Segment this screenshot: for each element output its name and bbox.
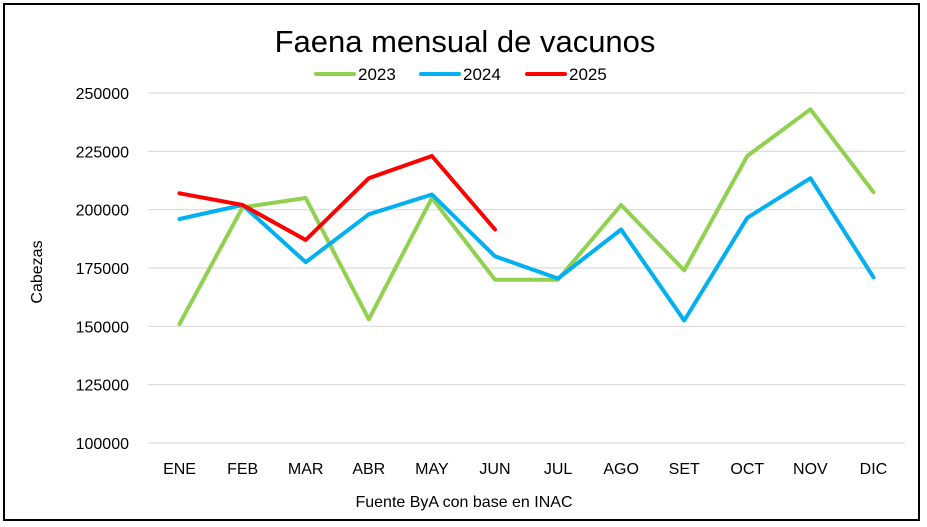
series-lines: [177, 107, 876, 326]
y-tick-label: 125000: [76, 378, 129, 395]
legend-label-2025: 2025: [569, 65, 607, 84]
y-tick-label: 225000: [76, 144, 129, 161]
y-tick-label: 200000: [76, 203, 129, 220]
chart-frame: [3, 3, 920, 521]
y-tick-label: 150000: [76, 319, 129, 336]
x-tick-label: AGO: [603, 461, 639, 478]
x-tick-label: NOV: [793, 461, 828, 478]
x-tick-label: JUL: [544, 461, 573, 478]
y-tick-label: 250000: [76, 86, 129, 103]
x-tick-label: DIC: [860, 461, 888, 478]
x-tick-label: OCT: [730, 461, 764, 478]
x-tick-label: JUN: [479, 461, 510, 478]
x-tick-label: ENE: [163, 461, 196, 478]
legend-label-2024: 2024: [463, 65, 501, 84]
y-axis-ticks: 100000 125000 150000 175000 200000 225000 2500…: [76, 86, 129, 453]
x-axis-ticks: ENE FEB MAR ABR MAY JUN JUL AGO SET OCT NOV DIC: [163, 461, 887, 478]
source-note: Fuente ByA con base en INAC: [355, 494, 572, 511]
series-line-2024: [177, 176, 876, 323]
y-axis-label: Cabezas: [29, 240, 46, 303]
x-tick-label: FEB: [227, 461, 258, 478]
legend: 2023 2024 2025: [314, 65, 607, 84]
series-line-2023: [177, 107, 876, 326]
x-tick-label: ABR: [352, 461, 385, 478]
series-line-2025: [177, 154, 497, 242]
x-tick-label: SET: [669, 461, 700, 478]
y-tick-label: 175000: [76, 261, 129, 278]
x-tick-label: MAY: [415, 461, 449, 478]
gridlines: [148, 92, 905, 444]
legend-label-2023: 2023: [358, 65, 396, 84]
chart-title: Faena mensual de vacunos: [275, 24, 656, 59]
y-tick-label: 100000: [76, 436, 129, 453]
x-tick-label: MAR: [288, 461, 324, 478]
